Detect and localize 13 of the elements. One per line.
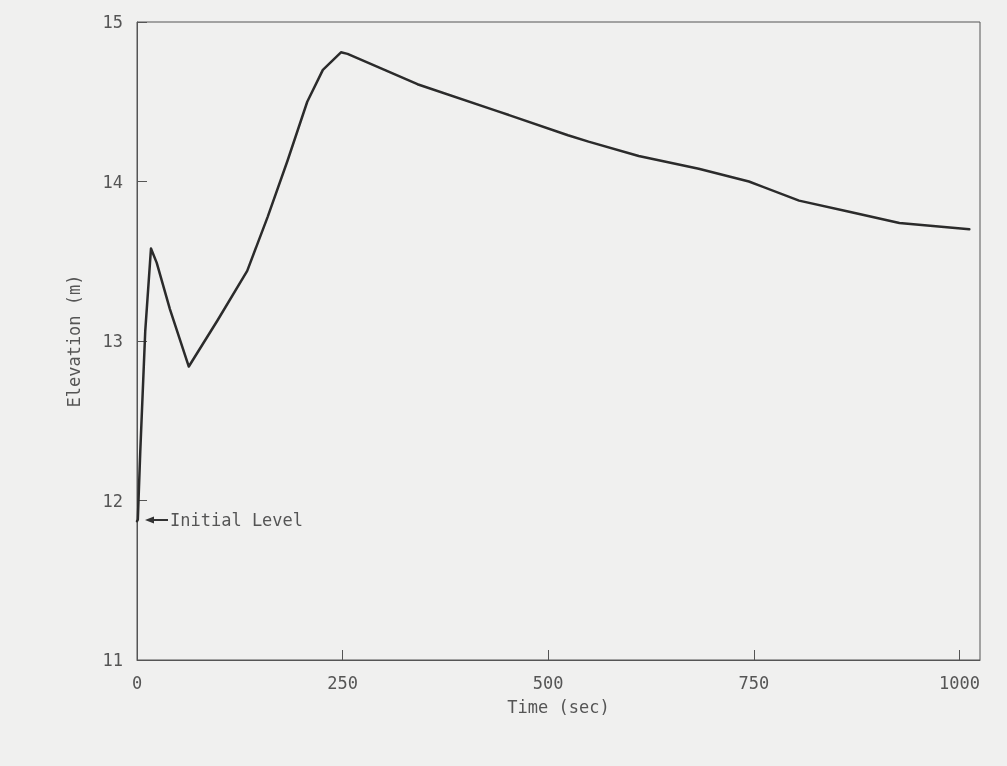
x-tick-label: 750 [738,672,770,693]
y-axis-title: Elevation (m) [63,274,84,408]
x-axis-title: Time (sec) [507,696,610,717]
y-tick-label: 11 [102,650,123,670]
x-tick-label: 1000 [938,672,980,693]
y-tick-label: 12 [102,490,123,511]
y-tick-label: 13 [102,331,123,351]
x-tick-label: 500 [532,672,564,693]
x-tick-label: 0 [131,672,143,693]
x-tick-label: 250 [327,672,358,693]
annotation: Initial Level [170,509,304,530]
y-tick-label: 15 [102,12,123,32]
y-tick-label: 14 [102,171,123,192]
